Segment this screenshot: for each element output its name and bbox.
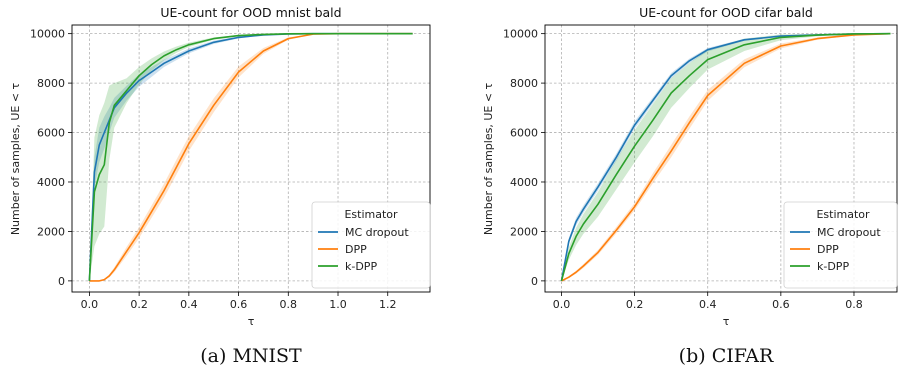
x-tick-label: 0.4 <box>699 298 717 311</box>
y-tick-label: 0 <box>58 275 65 288</box>
legend-box <box>311 201 431 289</box>
series-line <box>88 32 413 281</box>
x-tick-label: 1.2 <box>379 298 397 311</box>
y-tick-label: 6000 <box>37 127 65 140</box>
legend-entry: k-DPP <box>345 260 377 273</box>
y-tick-label: 10000 <box>30 28 65 41</box>
x-tick-label: 0.0 <box>81 298 99 311</box>
y-tick-label: 2000 <box>37 225 65 238</box>
figure-caption: (a) MNIST <box>200 345 302 367</box>
plot-frame <box>71 24 431 293</box>
y-axis-label: Number of samples, UE < τ <box>482 82 495 235</box>
legend-entry: DPP <box>345 243 367 256</box>
x-tick-label: 0.8 <box>845 298 863 311</box>
x-axis-label: τ <box>723 315 730 328</box>
plot-frame <box>544 24 898 293</box>
y-tick-label: 8000 <box>37 77 65 90</box>
legend-entry: MC dropout <box>345 226 409 239</box>
legend-box <box>783 201 898 289</box>
y-tick-label: 6000 <box>510 127 538 140</box>
series-line <box>561 32 891 282</box>
chart-title: UE-count for OOD mnist bald <box>160 5 341 20</box>
chart-panel-cifar: UE-count for OOD cifar bald 0.0 0.2 0.4 0.6… <box>482 5 898 367</box>
x-tick-label: 0.2 <box>130 298 148 311</box>
legend: Estimator MC dropout DPP k-DPP <box>783 201 898 289</box>
y-tick-label: 2000 <box>510 225 538 238</box>
y-tick-label: 4000 <box>37 176 65 189</box>
x-tick-label: 1.0 <box>329 298 347 311</box>
x-tick-label: 0.0 <box>553 298 571 311</box>
x-tick-label: 0.6 <box>230 298 248 311</box>
x-tick-label: 0.4 <box>180 298 198 311</box>
y-tick-label: 10000 <box>503 28 538 41</box>
y-tick-label: 8000 <box>510 77 538 90</box>
x-tick-label: 0.8 <box>280 298 298 311</box>
x-axis-label: τ <box>248 315 255 328</box>
chart-panel-mnist: UE-count for OOD mnist bald 0.0 0.2 0.4 0.6… <box>9 5 431 367</box>
legend-title: Estimator <box>344 208 398 221</box>
legend: Estimator MC dropout DPP k-DPP <box>311 201 431 289</box>
legend-entry: k-DPP <box>817 260 849 273</box>
legend-entry: MC dropout <box>817 226 881 239</box>
chart-title: UE-count for OOD cifar bald <box>639 5 813 20</box>
legend-entry: DPP <box>817 243 839 256</box>
figure-caption: (b) CIFAR <box>679 345 774 367</box>
confidence-band <box>89 33 413 281</box>
y-tick-label: 0 <box>531 275 538 288</box>
series-line <box>560 32 891 282</box>
x-tick-label: 0.2 <box>626 298 644 311</box>
y-tick-label: 4000 <box>510 176 538 189</box>
x-tick-label: 0.6 <box>772 298 790 311</box>
y-axis-label: Number of samples, UE < τ <box>9 82 22 235</box>
legend-title: Estimator <box>816 208 870 221</box>
